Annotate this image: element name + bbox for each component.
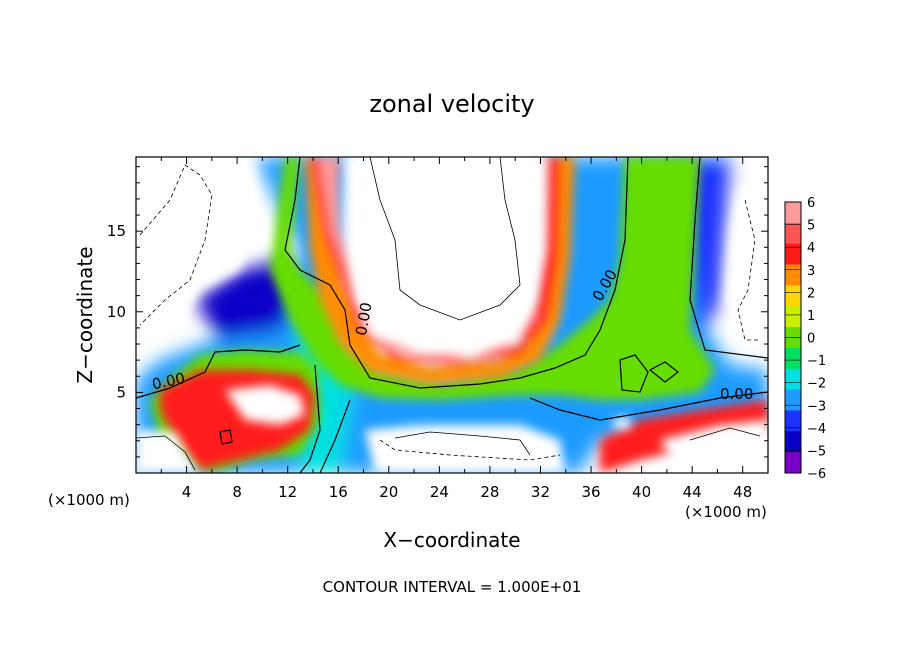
y-tick-label: 5	[116, 383, 126, 401]
colorbar-swatch	[785, 452, 801, 474]
x-axis-unit-right: (×1000 m)	[685, 503, 767, 521]
colorbar-swatch	[785, 285, 801, 307]
x-tick-label: 36	[581, 483, 600, 501]
x-tick-label: 28	[480, 483, 499, 501]
x-tick-label: 40	[632, 483, 651, 501]
colorbar-swatch	[785, 306, 801, 328]
colorbar-swatch	[785, 431, 801, 453]
x-tick-label: 4	[182, 483, 192, 501]
colorbar-label: −6	[807, 467, 826, 482]
x-tick-label: 12	[278, 483, 297, 501]
contour-lines	[136, 157, 768, 473]
colorbar-swatch	[785, 347, 801, 370]
contour-label: 0.00	[352, 301, 376, 337]
x-axis: 4 8 12 16 20 24 28 32 36 40 44 48	[160, 157, 752, 501]
colorbar-label: −4	[807, 422, 826, 437]
colorbar: 6 5 4 3 2 1 0 −1 −2 −3 −4 −5 −6	[784, 196, 826, 482]
y-tick-label: 10	[107, 303, 126, 321]
contour-dashed-lines	[139, 164, 760, 461]
contour-interval-note: CONTOUR INTERVAL = 1.000E+01	[323, 578, 582, 596]
x-axis-label: X−coordinate	[383, 528, 520, 552]
contour-label: 0.00	[720, 385, 753, 403]
x-tick-label: 44	[683, 483, 702, 501]
colorbar-swatch	[785, 389, 801, 411]
colorbar-label: 5	[807, 219, 815, 234]
colorbar-label: 3	[807, 264, 815, 279]
x-axis-unit-left: (×1000 m)	[48, 491, 130, 509]
colorbar-label: 2	[807, 286, 815, 301]
colorbar-label: 0	[807, 332, 815, 347]
colorbar-label: −2	[807, 377, 826, 392]
y-axis-label: Z−coordinate	[73, 246, 97, 383]
colorbar-swatch	[785, 222, 801, 245]
x-tick-label: 32	[531, 483, 550, 501]
colorbar-swatch	[785, 410, 801, 432]
colorbar-label: 4	[807, 241, 815, 256]
colorbar-swatch	[785, 202, 801, 224]
colorbar-swatch	[785, 264, 801, 286]
colorbar-swatch	[785, 368, 801, 391]
colorbar-label: −3	[807, 399, 826, 414]
color-field	[136, 157, 768, 473]
colorbar-label: 6	[807, 196, 815, 211]
colorbar-label: −5	[807, 444, 826, 459]
x-tick-label: 24	[430, 483, 449, 501]
plot-frame	[135, 156, 769, 474]
colorbar-label: −1	[807, 354, 826, 369]
x-tick-label: 20	[379, 483, 398, 501]
x-tick-label: 16	[329, 483, 348, 501]
contour-thin-lines	[136, 157, 761, 471]
chart-title: zonal velocity	[369, 90, 534, 118]
x-tick-label: 8	[232, 483, 242, 501]
colorbar-label: 1	[807, 309, 815, 324]
y-axis: 5 10 15	[107, 166, 768, 458]
plot-area	[136, 157, 768, 473]
y-tick-label: 15	[107, 222, 126, 240]
colorbar-swatch	[785, 243, 801, 266]
x-tick-label: 48	[733, 483, 752, 501]
